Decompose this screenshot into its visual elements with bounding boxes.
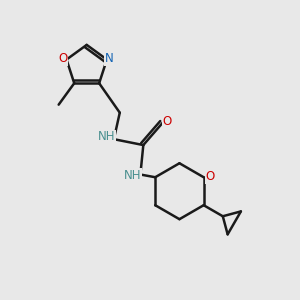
Text: O: O [162,115,172,128]
Text: N: N [104,52,113,65]
Text: NH: NH [98,130,115,143]
Text: O: O [58,52,67,65]
Text: O: O [206,170,215,183]
Text: NH: NH [123,169,141,182]
